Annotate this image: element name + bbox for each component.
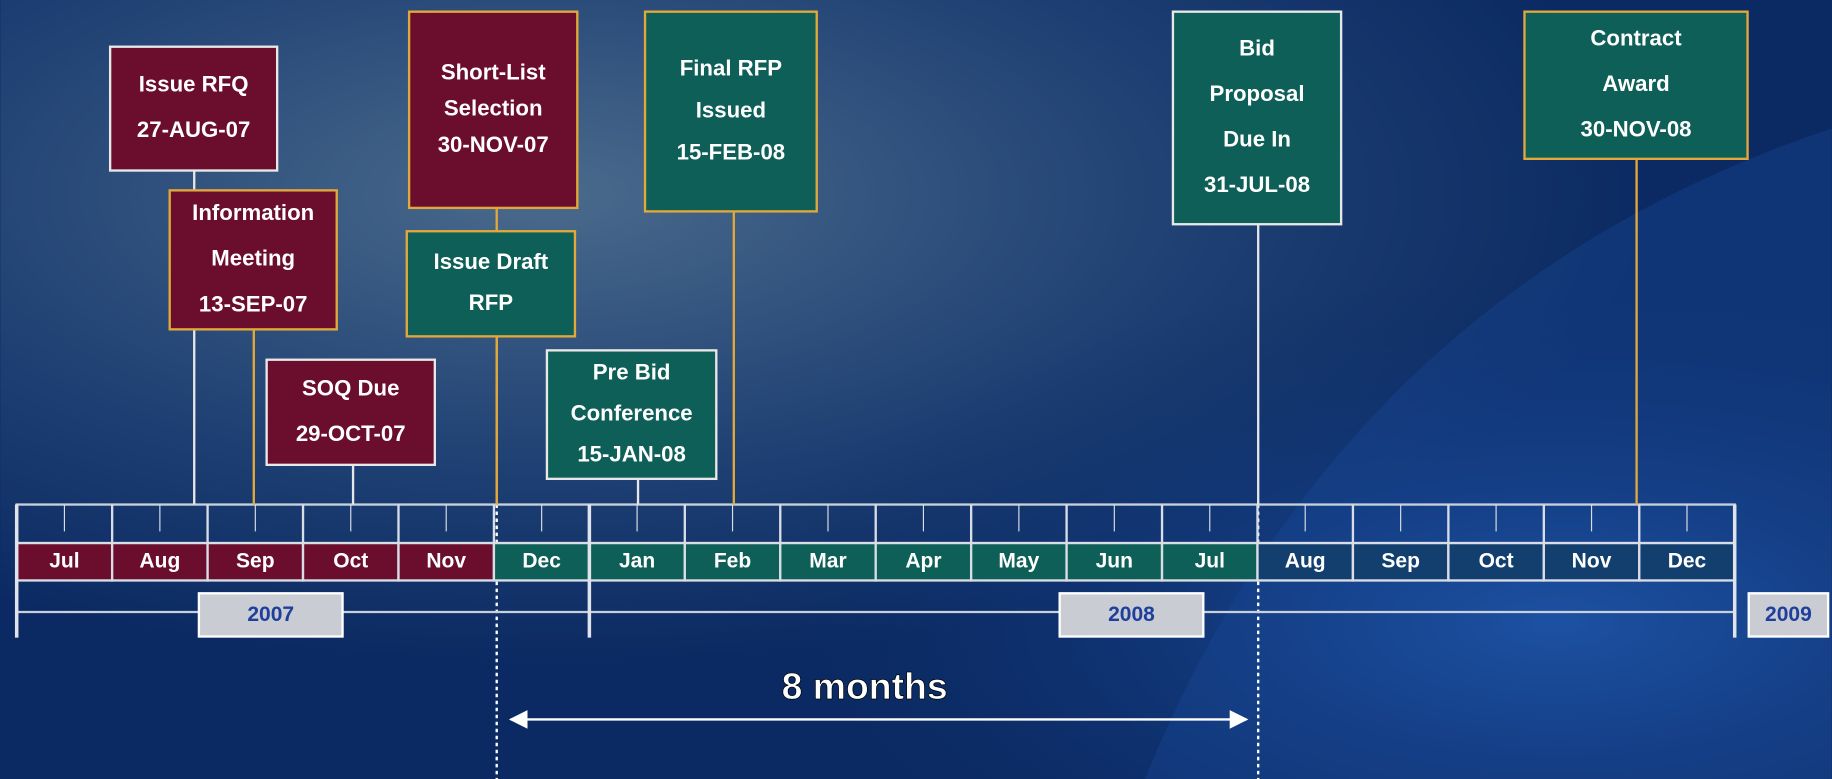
year-label: 2007 — [247, 603, 294, 626]
span-label: 8 months — [782, 665, 948, 707]
milestone-text: Contract — [1590, 26, 1682, 51]
milestone-text: 15-JAN-08 — [577, 441, 686, 466]
milestone-text: 15-FEB-08 — [677, 139, 786, 164]
month-label: Jul — [49, 549, 79, 572]
month-label: Nov — [1572, 549, 1612, 572]
milestone-text: Short-List — [441, 59, 546, 84]
month-label: Oct — [333, 549, 368, 572]
milestone-text: Issue RFQ — [139, 72, 249, 97]
month-label: Nov — [426, 549, 466, 572]
year-label: 2008 — [1108, 603, 1155, 626]
milestone-text: 27-AUG-07 — [137, 117, 250, 142]
month-label: Feb — [714, 549, 751, 572]
milestone-text: RFP — [469, 290, 514, 315]
month-label: Jun — [1096, 549, 1133, 572]
milestone-text: SOQ Due — [302, 375, 399, 400]
milestone-text: 30-NOV-08 — [1581, 117, 1692, 142]
month-label: Apr — [905, 549, 941, 572]
milestone-text: Conference — [571, 400, 693, 425]
month-label: Jan — [619, 549, 655, 572]
milestone-text: Meeting — [211, 246, 295, 271]
milestone-text: Due In — [1223, 127, 1291, 152]
milestone-text: Selection — [444, 96, 543, 121]
month-label: Aug — [1285, 549, 1326, 572]
milestone-text: 31-JUL-08 — [1204, 172, 1310, 197]
month-label: Dec — [1668, 549, 1707, 572]
milestone-box — [110, 47, 277, 171]
page: 8 months Jul Aug Sep Oct Nov Dec Jan Feb Mar Apr M… — [0, 0, 1832, 779]
milestone-box — [407, 231, 575, 336]
milestone-text: Bid — [1239, 35, 1275, 60]
month-label: Oct — [1479, 549, 1514, 572]
timeline-diagram: 8 months Jul Aug Sep Oct Nov Dec Jan Feb Mar Apr M… — [0, 0, 1832, 779]
milestone-text: Final RFP — [680, 55, 783, 80]
month-label: Sep — [236, 549, 275, 572]
milestone-text: Award — [1602, 71, 1669, 96]
milestone-text: Proposal — [1210, 81, 1305, 106]
month-label: Aug — [139, 549, 180, 572]
milestone-text: Pre Bid — [593, 360, 671, 385]
milestone-text: 13-SEP-07 — [199, 291, 308, 316]
milestone-text: 30-NOV-07 — [438, 132, 549, 157]
milestone-text: Issued — [696, 97, 766, 122]
milestone-text: 29-OCT-07 — [296, 421, 406, 446]
milestone-text: Issue Draft — [434, 249, 549, 274]
month-label: Dec — [522, 549, 561, 572]
month-label: Sep — [1381, 549, 1420, 572]
milestone-text: Information — [192, 200, 314, 225]
month-label: Jul — [1195, 549, 1225, 572]
month-label: Mar — [809, 549, 846, 572]
year-label: 2009 — [1765, 603, 1812, 626]
month-label: May — [998, 549, 1039, 572]
